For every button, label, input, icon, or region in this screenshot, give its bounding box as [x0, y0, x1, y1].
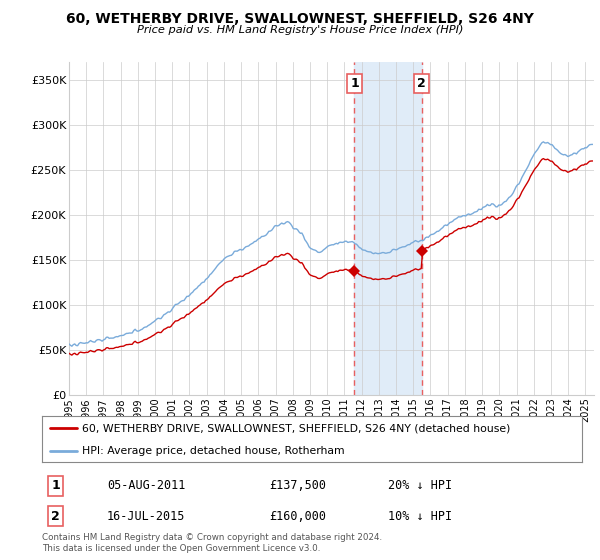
Text: £137,500: £137,500	[269, 479, 326, 492]
Text: Contains HM Land Registry data © Crown copyright and database right 2024.
This d: Contains HM Land Registry data © Crown c…	[42, 533, 382, 553]
Bar	[355, 62, 422, 395]
Text: 20% ↓ HPI: 20% ↓ HPI	[388, 479, 452, 492]
Text: 05-AUG-2011: 05-AUG-2011	[107, 479, 185, 492]
Text: 60, WETHERBY DRIVE, SWALLOWNEST, SHEFFIELD, S26 4NY: 60, WETHERBY DRIVE, SWALLOWNEST, SHEFFIE…	[66, 12, 534, 26]
Text: Price paid vs. HM Land Registry's House Price Index (HPI): Price paid vs. HM Land Registry's House …	[137, 25, 463, 35]
Text: 1: 1	[350, 77, 359, 90]
Text: 2: 2	[418, 77, 426, 90]
Text: 60, WETHERBY DRIVE, SWALLOWNEST, SHEFFIELD, S26 4NY (detached house): 60, WETHERBY DRIVE, SWALLOWNEST, SHEFFIE…	[83, 423, 511, 433]
Text: HPI: Average price, detached house, Rotherham: HPI: Average price, detached house, Roth…	[83, 446, 345, 455]
Text: £160,000: £160,000	[269, 510, 326, 523]
Text: 10% ↓ HPI: 10% ↓ HPI	[388, 510, 452, 523]
Text: 1: 1	[51, 479, 60, 492]
Text: 2: 2	[51, 510, 60, 523]
Text: 16-JUL-2015: 16-JUL-2015	[107, 510, 185, 523]
